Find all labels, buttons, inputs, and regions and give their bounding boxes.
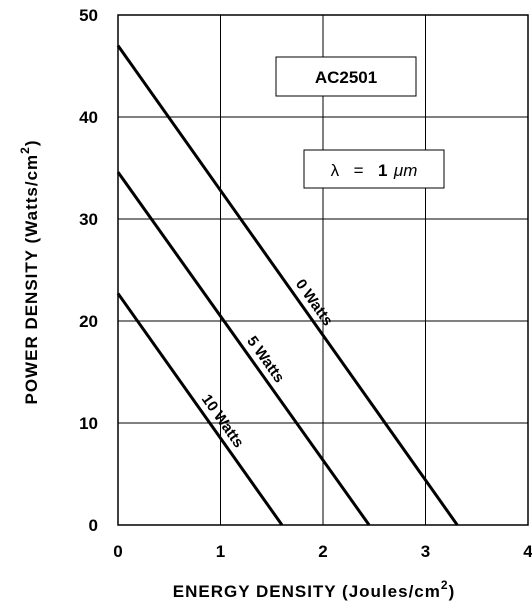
series-line [116,44,459,526]
x-tick-label: 2 [318,542,327,561]
wavelength-symbol: λ [331,161,340,180]
series-line [116,292,284,526]
y-tick-label: 50 [79,6,98,25]
y-tick-label: 20 [79,312,98,331]
x-axis-title: ENERGY DENSITY (Joules/cm2) [173,578,455,601]
y-tick-label: 40 [79,108,98,127]
svg-text:λ = 1 μm: λ = 1 μm [331,161,418,180]
x-tick-label: 0 [113,542,122,561]
y-axis-title: POWER DENSITY (Watts/cm2) [18,140,41,405]
wavelength-equals: = [354,161,364,180]
x-tick-label: 4 [523,542,532,561]
series-line [116,171,371,526]
wavelength-value: 1 [378,161,387,180]
wavelength-unit: μm [393,161,417,180]
x-tick-label: 1 [216,542,225,561]
y-tick-label: 10 [79,414,98,433]
model-label-box: AC2501 [275,56,417,97]
y-tick-label: 30 [79,210,98,229]
model-label: AC2501 [315,68,377,87]
wavelength-box: λ = 1 μm [303,149,445,189]
plot-frame [117,14,529,526]
y-tick-label: 0 [89,516,98,535]
x-tick-label: 3 [421,542,430,561]
